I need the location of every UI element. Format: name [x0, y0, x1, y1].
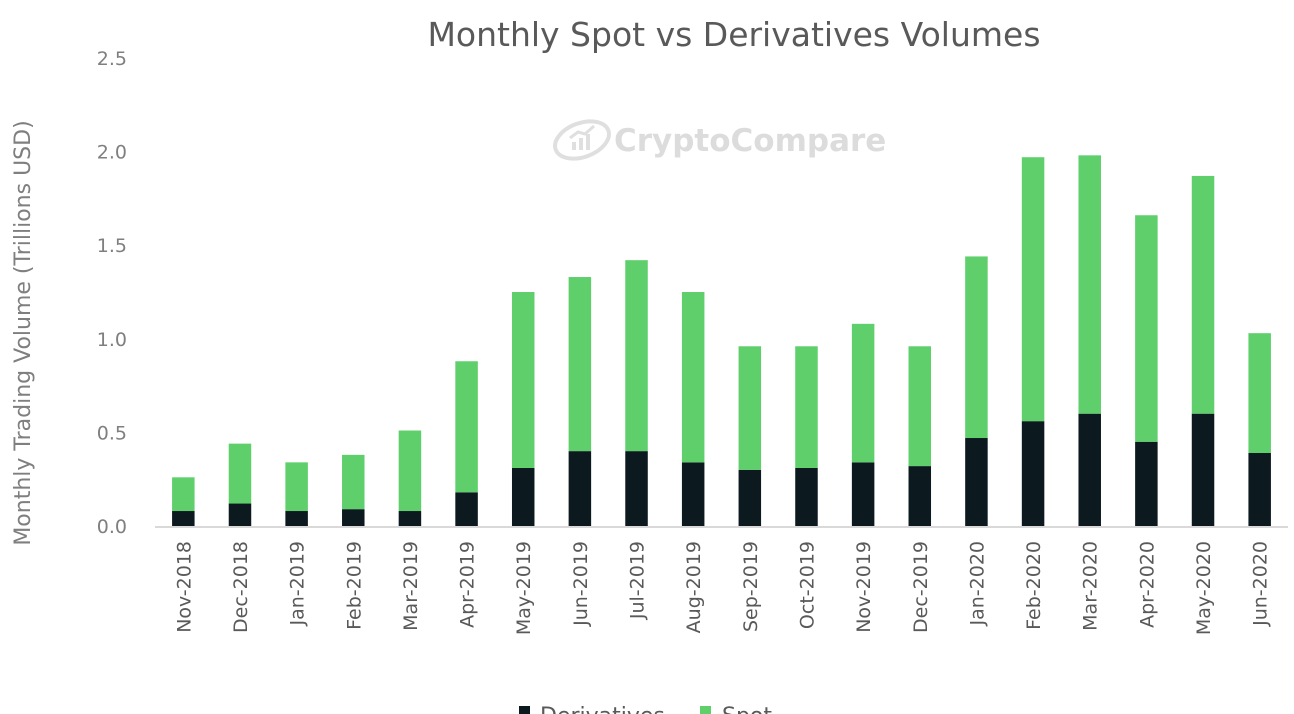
x-tick-label: Feb-2019 — [343, 541, 365, 630]
x-tick-label: Dec-2018 — [230, 541, 252, 633]
x-tick-label: May-2020 — [1193, 541, 1215, 635]
bar-spot-aug-2019 — [681, 292, 705, 463]
bar-derivatives-jun-2020 — [1248, 452, 1271, 526]
x-tick-label: Nov-2019 — [853, 541, 875, 633]
y-axis-label: Monthly Trading Volume (Trillions USD) — [11, 120, 36, 545]
bar-derivatives-mar-2019 — [398, 511, 422, 526]
x-tick-label: Mar-2019 — [400, 541, 422, 631]
bar-derivatives-may-2020 — [1191, 413, 1215, 526]
bar-spot-apr-2019 — [455, 361, 478, 493]
bar-derivatives-jan-2019 — [285, 511, 308, 526]
y-axis-ticks: 0.0 0.5 1.0 1.5 2.0 2.5 — [97, 48, 127, 538]
legend-label-derivatives: Derivatives — [540, 704, 665, 714]
chart-title: Monthly Spot vs Derivatives Volumes — [427, 15, 1040, 54]
legend-swatch-spot — [700, 706, 711, 714]
bar-spot-feb-2020 — [1021, 157, 1045, 422]
bar-derivatives-nov-2018 — [172, 511, 195, 526]
bar-spot-mar-2019 — [398, 430, 422, 512]
bar-spot-mar-2020 — [1078, 155, 1101, 414]
x-tick-label: Apr-2019 — [457, 541, 479, 628]
x-tick-label: May-2019 — [513, 541, 535, 635]
bar-spot-jan-2020 — [965, 256, 988, 439]
bar-spot-jul-2019 — [625, 260, 648, 452]
legend-label-spot: Spot — [722, 704, 772, 714]
legend-item-spot[interactable]: Spot — [700, 704, 772, 714]
bar-spot-jun-2020 — [1248, 333, 1271, 453]
bar-derivatives-aug-2019 — [681, 462, 705, 526]
bar-spot-nov-2018 — [172, 477, 195, 512]
x-tick-label: Aug-2019 — [683, 541, 705, 633]
bar-derivatives-may-2019 — [511, 467, 535, 526]
bar-derivatives-sep-2019 — [738, 469, 762, 526]
x-tick-label: Mar-2020 — [1080, 541, 1102, 631]
bar-derivatives-mar-2020 — [1078, 413, 1101, 526]
x-tick-label: Jun-2019 — [570, 541, 592, 627]
bar-spot-feb-2019 — [342, 454, 365, 510]
x-tick-label: Sep-2019 — [740, 541, 762, 632]
y-tick-label: 1.0 — [97, 329, 127, 351]
y-tick-label: 1.5 — [97, 235, 127, 257]
bar-spot-sep-2019 — [738, 346, 762, 470]
legend-swatch-derivatives — [519, 706, 530, 714]
bar-derivatives-nov-2019 — [851, 462, 875, 526]
bar-spot-oct-2019 — [795, 346, 818, 468]
bar-spot-may-2020 — [1191, 175, 1215, 414]
bar-spot-nov-2019 — [851, 323, 875, 463]
bar-derivatives-apr-2019 — [455, 492, 478, 526]
bar-derivatives-jan-2020 — [965, 438, 988, 526]
x-tick-label: Nov-2018 — [173, 541, 195, 633]
x-tick-label: Jun-2020 — [1250, 541, 1272, 627]
bar-derivatives-oct-2019 — [795, 467, 818, 526]
bar-derivatives-jul-2019 — [625, 451, 648, 526]
legend-item-derivatives[interactable]: Derivatives — [519, 704, 665, 714]
y-tick-label: 0.0 — [97, 516, 127, 538]
bar-spot-jun-2019 — [568, 277, 592, 452]
x-tick-label: Apr-2020 — [1136, 541, 1158, 628]
bar-spot-may-2019 — [511, 292, 535, 468]
bar-spot-jan-2019 — [285, 462, 308, 512]
y-tick-label: 0.5 — [97, 422, 127, 444]
x-tick-label: Jan-2020 — [966, 541, 988, 627]
bar-derivatives-dec-2018 — [228, 503, 252, 526]
bars-group — [172, 155, 1271, 526]
bar-derivatives-jun-2019 — [568, 451, 592, 526]
y-tick-label: 2.0 — [97, 142, 127, 164]
x-axis-ticks: Nov-2018 Dec-2018 Jan-2019 Feb-2019 Mar-2019… — [173, 541, 1271, 635]
bar-derivatives-dec-2019 — [908, 466, 932, 526]
watermark-text: CryptoCompare — [614, 123, 886, 159]
x-tick-label: Feb-2020 — [1023, 541, 1045, 630]
x-tick-label: Jul-2019 — [627, 541, 649, 620]
x-tick-label: Jan-2019 — [287, 541, 309, 627]
bar-derivatives-feb-2020 — [1021, 421, 1045, 526]
cryptocompare-logo-icon — [553, 119, 611, 161]
y-tick-label: 2.5 — [97, 48, 127, 70]
bar-derivatives-apr-2020 — [1135, 441, 1158, 526]
bar-derivatives-feb-2019 — [342, 509, 365, 526]
watermark: CryptoCompare — [553, 119, 886, 161]
bar-spot-dec-2018 — [228, 443, 252, 504]
bar-spot-apr-2020 — [1135, 215, 1158, 442]
x-tick-label: Dec-2019 — [910, 541, 932, 633]
x-tick-label: Oct-2019 — [796, 541, 818, 629]
bar-spot-dec-2019 — [908, 346, 932, 467]
legend: Derivatives Spot — [519, 704, 772, 714]
